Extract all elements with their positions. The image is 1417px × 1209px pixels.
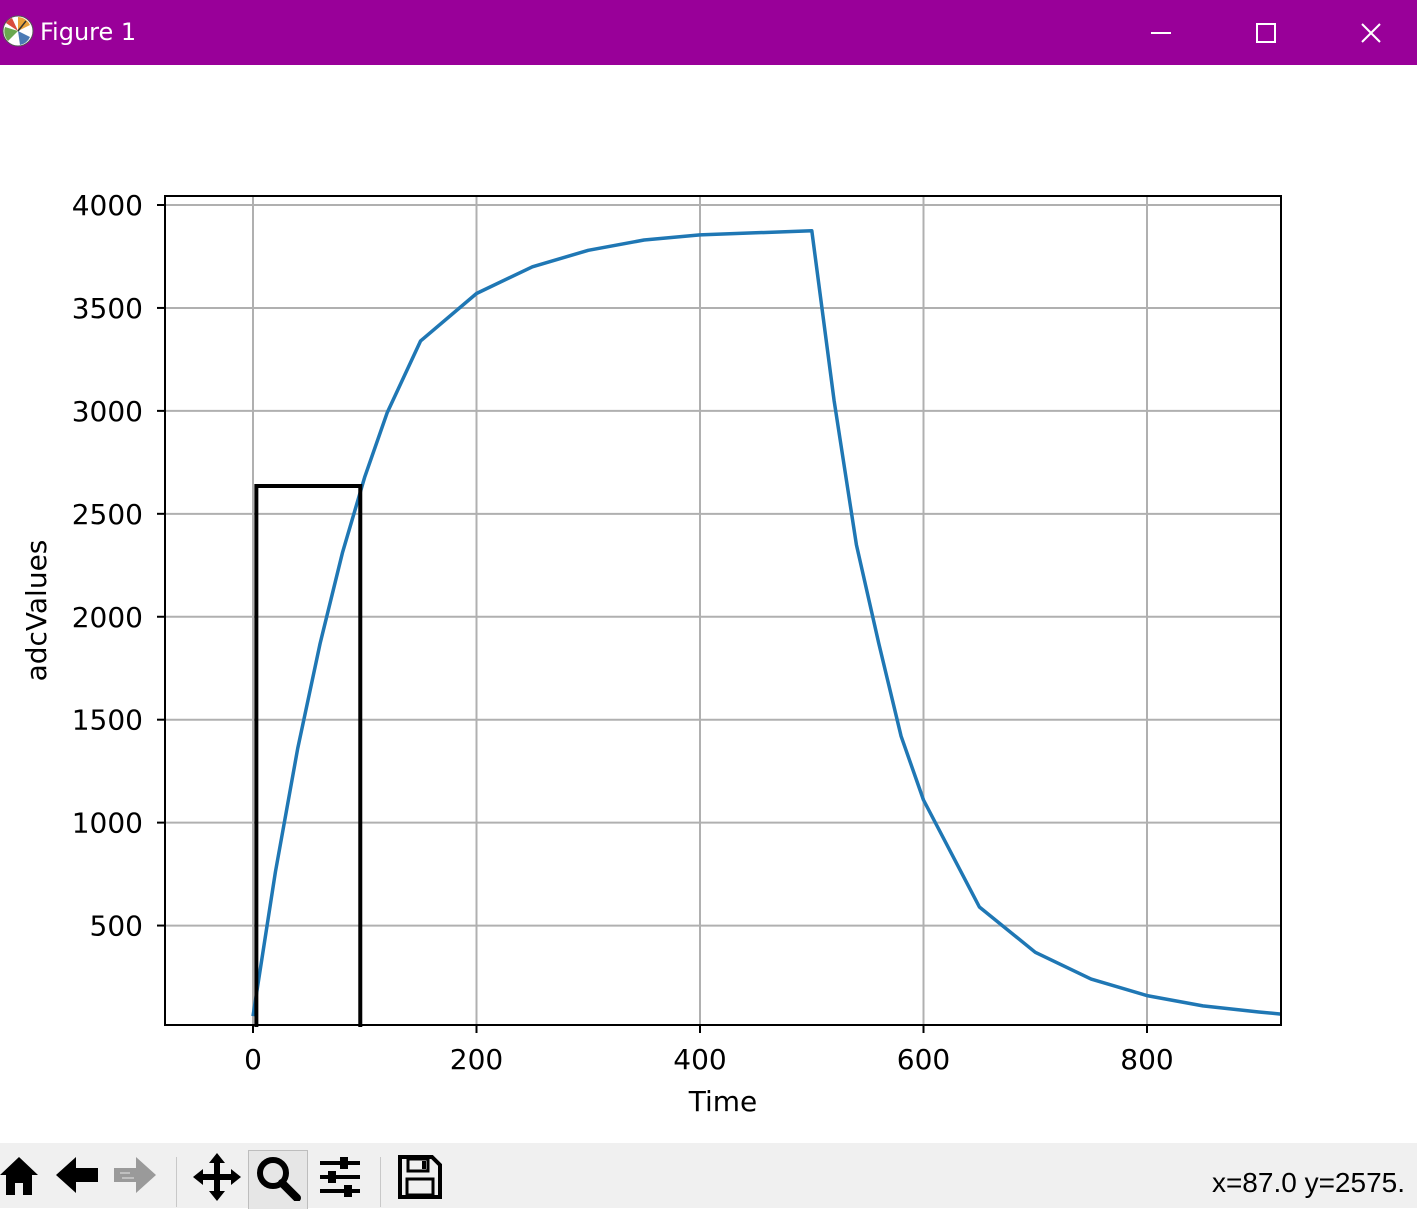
- y-tick-label: 4000: [72, 189, 143, 222]
- y-tick-label: 1500: [72, 704, 143, 737]
- window-title: Figure 1: [40, 18, 137, 46]
- toolbar-separator: [380, 1157, 381, 1207]
- zoom-button[interactable]: [248, 1150, 308, 1209]
- y-axis-label: adcValues: [20, 540, 53, 682]
- y-tick-label: 2000: [72, 601, 143, 634]
- magnifier-icon: [257, 1157, 301, 1201]
- close-button[interactable]: [1319, 0, 1417, 65]
- minimize-icon: [1151, 31, 1171, 34]
- back-button[interactable]: [48, 1151, 106, 1209]
- x-tick-label: 800: [1120, 1043, 1173, 1076]
- arrow-left-icon: [56, 1157, 98, 1193]
- x-tick-label: 600: [897, 1043, 950, 1076]
- move-icon: [193, 1153, 241, 1201]
- data-series-line: [251, 228, 1282, 1017]
- home-button[interactable]: [0, 1151, 48, 1209]
- configure-subplots-button[interactable]: [310, 1151, 368, 1209]
- maximize-button[interactable]: [1214, 0, 1318, 65]
- y-tick-label: 500: [90, 910, 143, 943]
- forward-button[interactable]: [106, 1151, 164, 1209]
- minimize-button[interactable]: [1109, 0, 1213, 65]
- y-tick-label: 3000: [72, 395, 143, 428]
- y-tick-label: 3500: [72, 292, 143, 325]
- save-button[interactable]: [390, 1151, 448, 1209]
- home-icon: [0, 1157, 38, 1195]
- figure-canvas[interactable]: [0, 65, 1417, 1143]
- y-tick-label: 1000: [72, 807, 143, 840]
- zoom-rectangle-layer: [254, 484, 363, 1027]
- sliders-icon: [320, 1157, 360, 1197]
- close-icon: [1361, 22, 1381, 43]
- y-tick-label: 2500: [72, 498, 143, 531]
- arrow-right-icon: [114, 1157, 156, 1193]
- x-tick-label: 400: [673, 1043, 726, 1076]
- tick-layer: 0 200 400 600 800 500 1000 1500 2000 2500 3000 3500…: [72, 189, 1174, 1076]
- toolbar-separator: [176, 1157, 177, 1207]
- maximize-icon: [1256, 22, 1276, 43]
- cursor-coordinates: x=87.0 y=2575.: [1211, 1167, 1405, 1198]
- x-tick-label: 0: [244, 1043, 262, 1076]
- plot-area[interactable]: 0 200 400 600 800 500 1000 1500 2000 2500 3000 3500…: [0, 65, 1417, 1143]
- grid-lines: [165, 196, 1281, 1025]
- zoom-rectangle: [254, 484, 363, 1027]
- floppy-icon: [398, 1155, 442, 1199]
- x-axis-label: Time: [688, 1085, 758, 1118]
- matplotlib-icon: [2, 15, 34, 47]
- x-tick-label: 200: [450, 1043, 503, 1076]
- axes-frame: [164, 195, 1282, 1026]
- pan-button[interactable]: [188, 1151, 246, 1209]
- title-bar: Figure 1: [0, 0, 1417, 65]
- data-line-layer: [251, 228, 1282, 1017]
- navigation-toolbar: x=87.0 y=2575.: [0, 1143, 1417, 1209]
